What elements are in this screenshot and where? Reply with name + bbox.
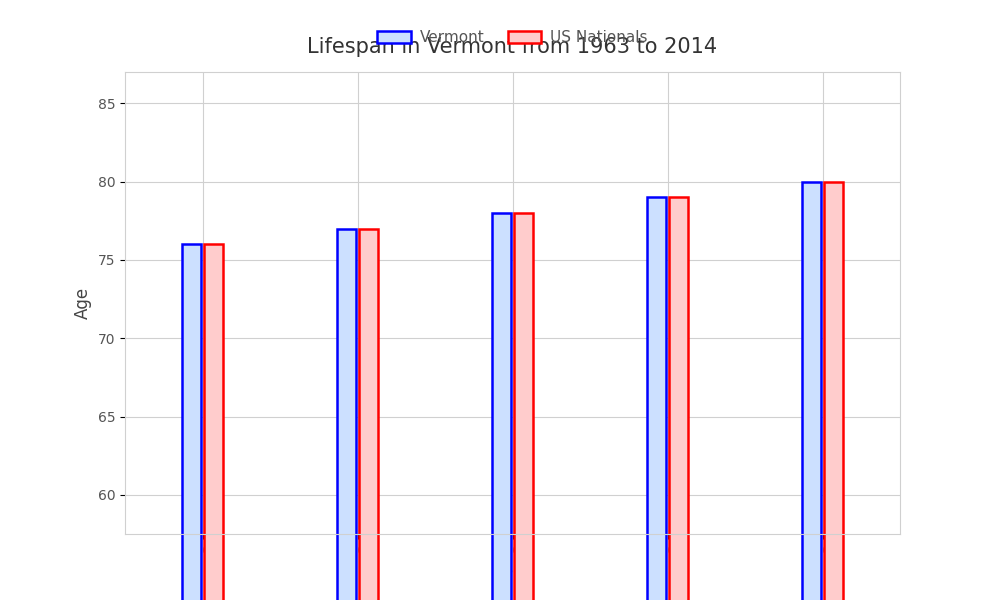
Bar	[514, 213, 533, 600]
Bar	[669, 197, 688, 600]
Bar	[824, 182, 843, 600]
Bar	[337, 229, 356, 600]
Y-axis label: Age: Age	[74, 287, 92, 319]
Bar	[492, 213, 511, 600]
X-axis label: Year: Year	[495, 563, 530, 581]
Legend: Vermont, US Nationals: Vermont, US Nationals	[371, 24, 654, 52]
Title: Lifespan in Vermont from 1963 to 2014: Lifespan in Vermont from 1963 to 2014	[307, 37, 718, 56]
Bar	[359, 229, 378, 600]
Bar	[204, 244, 223, 600]
Bar	[802, 182, 821, 600]
Bar	[647, 197, 666, 600]
Bar	[182, 244, 201, 600]
